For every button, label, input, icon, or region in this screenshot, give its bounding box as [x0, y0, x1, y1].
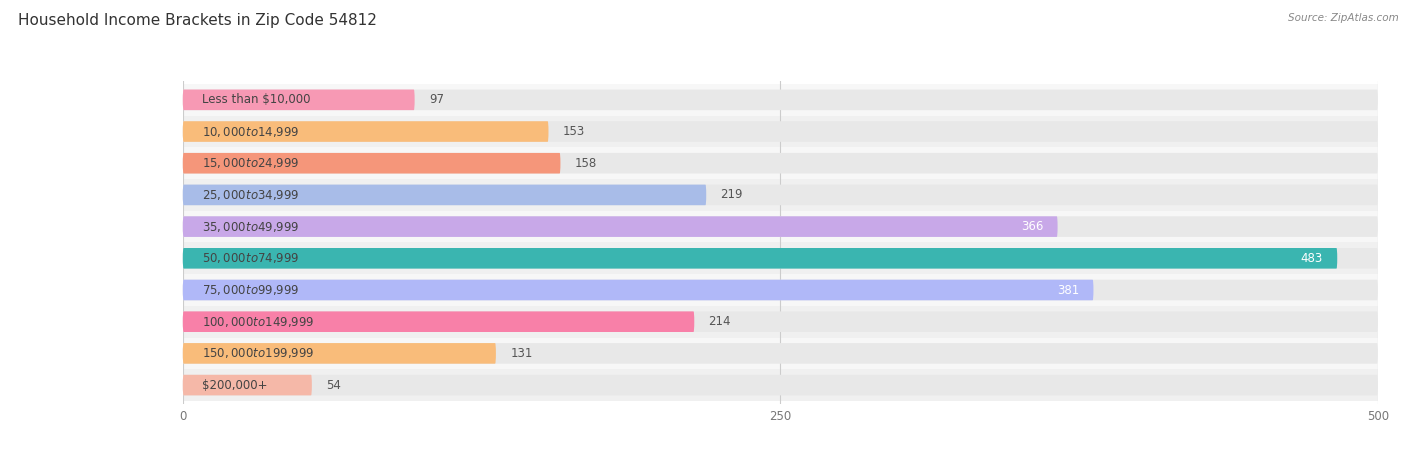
Bar [0, 179, 1406, 211]
Text: $35,000 to $49,999: $35,000 to $49,999 [202, 220, 299, 233]
FancyBboxPatch shape [183, 280, 1378, 300]
Text: $75,000 to $99,999: $75,000 to $99,999 [202, 283, 299, 297]
FancyBboxPatch shape [183, 343, 496, 364]
FancyBboxPatch shape [183, 185, 1378, 205]
Text: $50,000 to $74,999: $50,000 to $74,999 [202, 251, 299, 265]
FancyBboxPatch shape [183, 312, 1378, 332]
Text: Household Income Brackets in Zip Code 54812: Household Income Brackets in Zip Code 54… [18, 13, 377, 28]
FancyBboxPatch shape [183, 375, 312, 396]
Text: $15,000 to $24,999: $15,000 to $24,999 [202, 156, 299, 170]
FancyBboxPatch shape [183, 153, 1378, 173]
FancyBboxPatch shape [183, 121, 1378, 142]
FancyBboxPatch shape [183, 185, 706, 205]
Bar [0, 116, 1406, 147]
FancyBboxPatch shape [183, 343, 1378, 364]
Text: 381: 381 [1057, 283, 1078, 296]
Text: $10,000 to $14,999: $10,000 to $14,999 [202, 124, 299, 139]
FancyBboxPatch shape [183, 248, 1337, 269]
FancyBboxPatch shape [183, 375, 1378, 396]
FancyBboxPatch shape [183, 153, 561, 173]
Text: 366: 366 [1021, 220, 1043, 233]
Bar [0, 242, 1406, 274]
FancyBboxPatch shape [183, 216, 1057, 237]
FancyBboxPatch shape [183, 89, 1378, 110]
Text: 153: 153 [562, 125, 585, 138]
Bar [0, 369, 1406, 401]
Bar [0, 274, 1406, 306]
Text: Source: ZipAtlas.com: Source: ZipAtlas.com [1288, 13, 1399, 23]
Text: $200,000+: $200,000+ [202, 379, 267, 392]
Bar [0, 147, 1406, 179]
Text: 219: 219 [720, 189, 744, 202]
Text: 158: 158 [575, 157, 598, 170]
Bar [0, 306, 1406, 338]
FancyBboxPatch shape [183, 89, 415, 110]
Text: 54: 54 [326, 379, 342, 392]
Text: 131: 131 [510, 347, 533, 360]
Text: 97: 97 [429, 93, 444, 106]
FancyBboxPatch shape [183, 280, 1094, 300]
Text: 483: 483 [1301, 252, 1323, 265]
Bar [0, 211, 1406, 242]
Text: Less than $10,000: Less than $10,000 [202, 93, 311, 106]
FancyBboxPatch shape [183, 248, 1378, 269]
FancyBboxPatch shape [183, 312, 695, 332]
Text: 214: 214 [709, 315, 731, 328]
Bar [0, 338, 1406, 369]
Bar [0, 84, 1406, 116]
Text: $25,000 to $34,999: $25,000 to $34,999 [202, 188, 299, 202]
Text: $100,000 to $149,999: $100,000 to $149,999 [202, 315, 315, 329]
FancyBboxPatch shape [183, 216, 1378, 237]
Text: $150,000 to $199,999: $150,000 to $199,999 [202, 346, 315, 361]
FancyBboxPatch shape [183, 121, 548, 142]
